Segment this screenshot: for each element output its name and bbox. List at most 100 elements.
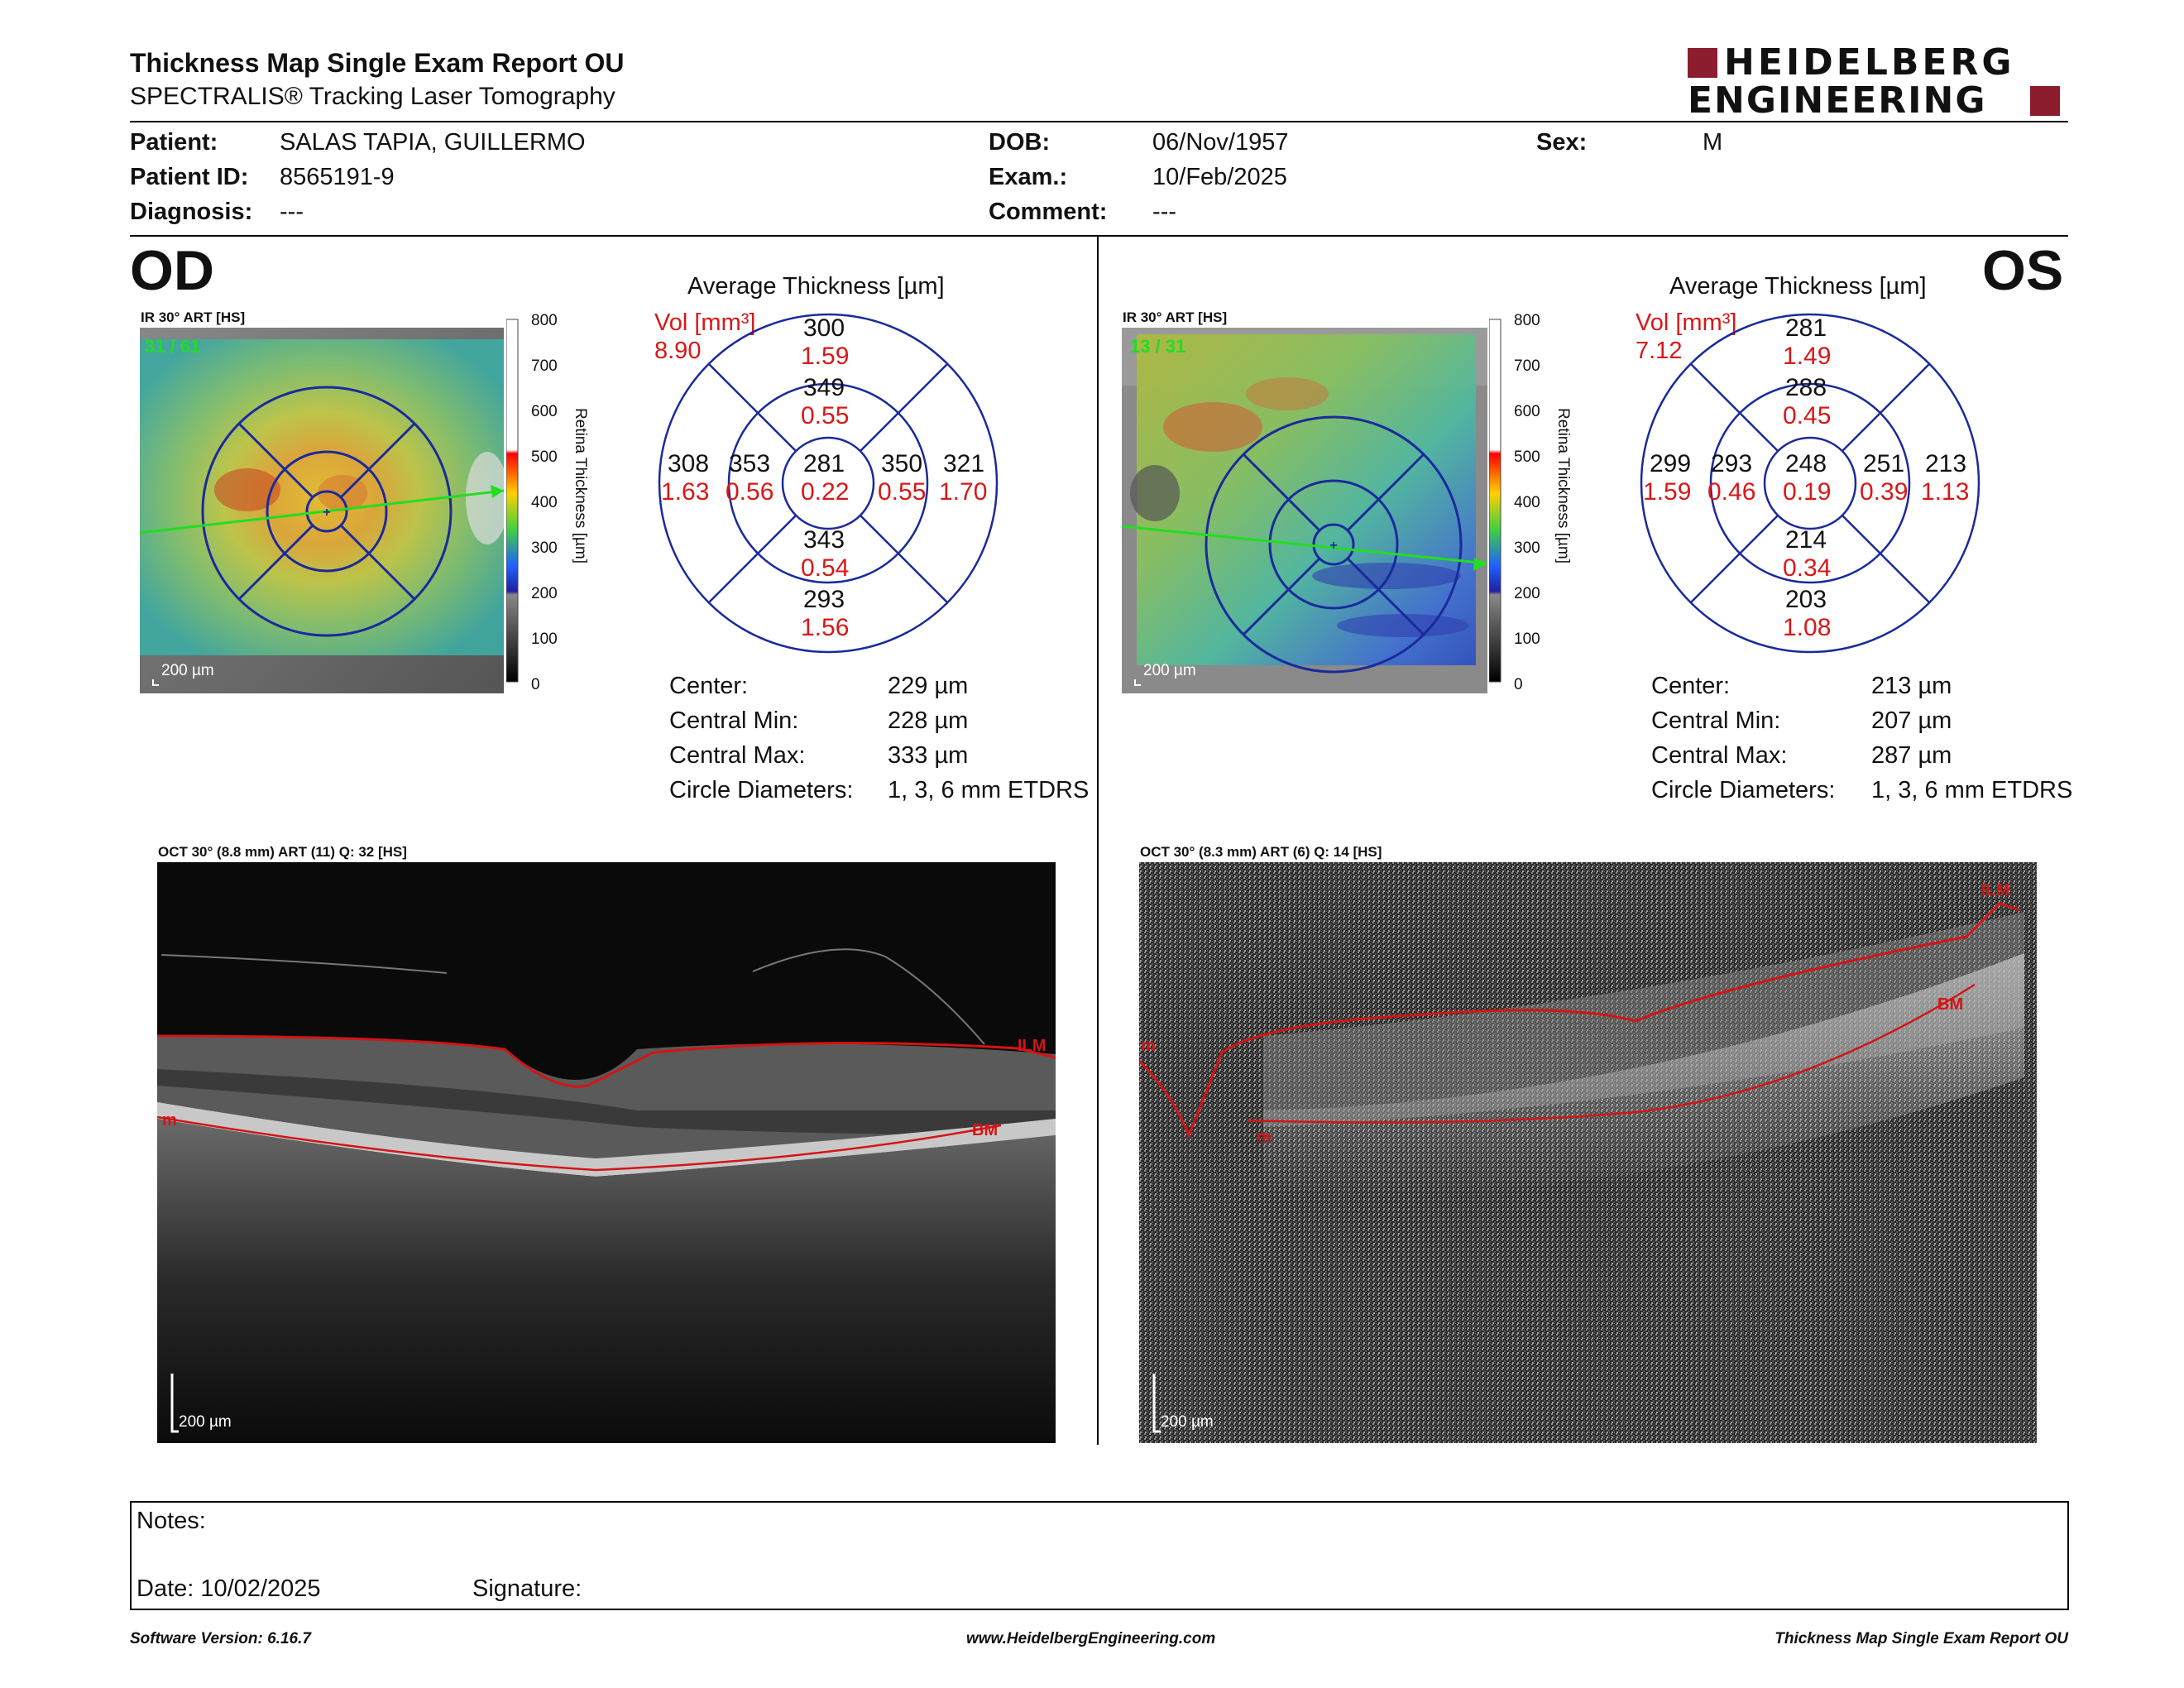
colorbar-tick: 400 <box>531 494 558 511</box>
svg-text:+: + <box>1329 539 1337 553</box>
report-title: Thickness Map Single Exam Report OU <box>130 48 625 78</box>
colorbar-tick: 100 <box>531 631 558 648</box>
colorbar-tick: 600 <box>531 403 558 420</box>
os-avg-title: Average Thickness [µm] <box>1669 273 1927 300</box>
os-oct-label: OCT 30° (8.3 mm) ART (6) Q: 14 [HS] <box>1140 844 1382 860</box>
os-stat-max-value: 287 µm <box>1871 742 1952 769</box>
od-outer-left-thickness: 308 <box>668 450 710 477</box>
od-center-vol: 0.22 <box>801 478 850 506</box>
comment-value: --- <box>1152 199 1176 225</box>
od-stat-diam-label: Circle Diameters: <box>669 777 854 803</box>
colorbar-tick: 700 <box>531 357 558 375</box>
os-ir-scale: 200 µm <box>1143 662 1196 679</box>
exam-value: 10/Feb/2025 <box>1152 164 1287 190</box>
os-ilm-label: ILM <box>1981 881 2009 899</box>
od-outer-left-vol: 1.63 <box>661 478 710 506</box>
footer-report-name: Thickness Map Single Exam Report OU <box>1774 1630 2068 1647</box>
patient-id: 8565191-9 <box>280 164 395 190</box>
os-colorbar: 800 700 600 500 400 300 200 100 0 Retina… <box>1489 313 1572 693</box>
os-stat-max-label: Central Max: <box>1651 742 1788 769</box>
colorbar-tick: 300 <box>1514 539 1540 557</box>
colorbar-tick: 500 <box>531 448 558 466</box>
os-oct-scan: ILM BM m m 200 µm <box>1139 862 2037 1443</box>
os-stat-diam-label: Circle Diameters: <box>1651 777 1836 803</box>
od-outer-right-vol: 1.70 <box>939 478 988 506</box>
os-stat-center-label: Center: <box>1651 673 1731 699</box>
os-ir-label: IR 30° ART [HS] <box>1123 309 1228 325</box>
patient-label: Patient: <box>130 129 218 156</box>
od-outer-inferior-vol: 1.56 <box>801 614 850 641</box>
od-outer-right-thickness: 321 <box>943 450 985 477</box>
colorbar-tick: 100 <box>1514 631 1540 648</box>
od-oct-scale: 200 µm <box>179 1413 232 1431</box>
colorbar-tick: 800 <box>1514 313 1540 329</box>
od-outer-superior-vol: 1.59 <box>801 343 850 370</box>
os-inner-left-thickness: 293 <box>1711 450 1753 477</box>
os-outer-superior-thickness: 281 <box>1785 314 1827 342</box>
os-center-thickness: 248 <box>1785 450 1827 477</box>
patient-id-label: Patient ID: <box>130 164 249 190</box>
od-stat-min-label: Central Min: <box>669 707 799 734</box>
dob-label: DOB: <box>989 129 1051 156</box>
os-outer-inferior-thickness: 203 <box>1785 586 1827 613</box>
od-ir-label: IR 30° ART [HS] <box>141 309 246 325</box>
svg-text:+: + <box>323 506 330 520</box>
os-bm-label: BM <box>1937 995 1963 1014</box>
od-ilm-label: ILM <box>1018 1037 1046 1055</box>
dob-value: 06/Nov/1957 <box>1152 129 1289 156</box>
od-stat-max-value: 333 µm <box>888 742 969 769</box>
os-inner-inferior-thickness: 214 <box>1785 526 1827 554</box>
exam-label: Exam.: <box>989 164 1068 190</box>
colorbar-tick: 800 <box>531 313 558 329</box>
os-outer-right-vol: 1.13 <box>1921 478 1970 506</box>
os-thickness-map: + 13 / 31 200 µm <box>1122 328 1487 693</box>
colorbar-tick: 200 <box>1514 585 1540 602</box>
notes-date: Date: 10/02/2025 <box>136 1575 321 1602</box>
os-m2-label: m <box>1257 1128 1272 1146</box>
od-bm-label: BM <box>972 1121 998 1139</box>
os-inner-superior-thickness: 288 <box>1785 374 1827 401</box>
od-stat-max-label: Central Max: <box>669 742 806 769</box>
sex-label: Sex: <box>1536 129 1588 156</box>
colorbar-label: Retina Thickness [µm] <box>1554 408 1572 563</box>
colorbar-label: Retina Thickness [µm] <box>572 408 589 563</box>
od-stats-values: 229 µm 228 µm 333 µm 1, 3, 6 mm ETDRS <box>888 669 1089 808</box>
od-vol-label: Vol [mm³] <box>654 309 756 336</box>
notes-box[interactable]: Notes: Date: 10/02/2025 Signature: <box>130 1501 2069 1610</box>
od-stat-diam-value: 1, 3, 6 mm ETDRS <box>888 777 1090 803</box>
od-vol-total: 8.90 <box>654 338 702 364</box>
os-inner-right-thickness: 251 <box>1863 450 1905 477</box>
od-thickness-map: + 31 / 61 200 µm <box>140 328 504 693</box>
os-stat-center-value: 213 µm <box>1871 673 1952 699</box>
sex-value: M <box>1703 129 1723 156</box>
os-inner-inferior-vol: 0.34 <box>1783 554 1832 582</box>
os-stats-values: 213 µm 207 µm 287 µm 1, 3, 6 mm ETDRS <box>1871 669 2072 808</box>
os-stats: Center: Central Min: Central Max: Circle… <box>1651 669 1835 808</box>
od-oct-scan: ILM BM m 200 µm <box>157 862 1056 1443</box>
os-m1-label: m <box>1141 1037 1156 1055</box>
colorbar-tick: 400 <box>1514 494 1540 511</box>
od-avg-title: Average Thickness [µm] <box>687 273 945 300</box>
patient-rule <box>130 235 2068 237</box>
os-oct-scale: 200 µm <box>1161 1413 1214 1431</box>
od-m-label: m <box>162 1111 177 1129</box>
colorbar-tick: 200 <box>531 585 558 602</box>
os-stat-min-value: 207 µm <box>1871 707 1952 734</box>
colorbar-tick: 500 <box>1514 448 1540 466</box>
header-rule <box>130 121 2068 122</box>
os-stat-min-label: Central Min: <box>1651 707 1781 734</box>
colorbar-tick: 300 <box>531 539 558 557</box>
od-inner-left-thickness: 353 <box>729 450 771 477</box>
os-inner-right-vol: 0.39 <box>1860 478 1909 506</box>
os-vol-label: Vol [mm³] <box>1636 309 1737 336</box>
comment-label: Comment: <box>989 199 1108 225</box>
os-stat-diam-value: 1, 3, 6 mm ETDRS <box>1871 777 2073 803</box>
od-inner-left-vol: 0.56 <box>726 478 774 506</box>
logo-line1: HEIDELBERG <box>1724 41 2015 84</box>
os-inner-left-vol: 0.46 <box>1707 478 1756 506</box>
os-outer-right-thickness: 213 <box>1925 450 1967 477</box>
colorbar-tick: 700 <box>1514 357 1540 375</box>
os-outer-superior-vol: 1.49 <box>1783 343 1832 370</box>
od-oct-label: OCT 30° (8.8 mm) ART (11) Q: 32 [HS] <box>158 844 407 860</box>
patient-name: SALAS TAPIA, GUILLERMO <box>280 129 586 156</box>
